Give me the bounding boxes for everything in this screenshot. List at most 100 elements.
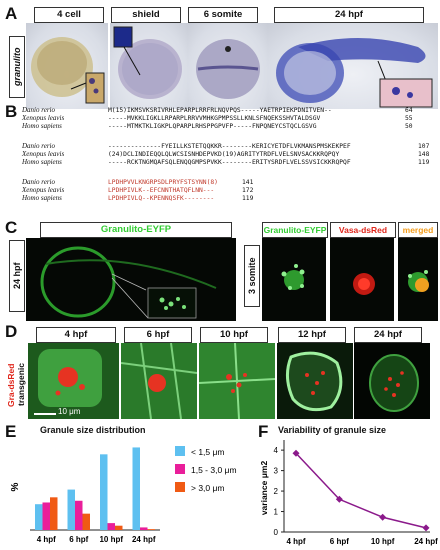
stage-header-6-somite: 6 somite bbox=[188, 7, 258, 23]
species-label: Homo sapiens bbox=[22, 194, 62, 202]
sequence-line: -----MVKKLIGKLLRPARPLRRVVMHKGPMPSSLLKNLS… bbox=[108, 115, 321, 122]
stage-header-10-hpf: 10 hpf bbox=[200, 327, 268, 343]
title-granulito-eyfp-3somite: Granulito-EYFP bbox=[262, 222, 328, 238]
scale-bar-label: 10 μm bbox=[58, 407, 81, 416]
sequence-number: 148 bbox=[418, 151, 430, 158]
chart-f-title: Variability of granule size bbox=[278, 425, 387, 435]
panel-letter-f: F bbox=[258, 422, 269, 441]
fluorescence-image-24hpf bbox=[26, 238, 236, 321]
title-vasa-dsred: Vasa-dsRed bbox=[330, 222, 396, 238]
gene-label: granulito bbox=[9, 36, 25, 98]
y-tick-label: 3 bbox=[274, 467, 279, 476]
bar-4-hpf-series-1 bbox=[42, 502, 50, 530]
embryo-image-4-cell bbox=[26, 23, 108, 109]
transgenic-image-6-hpf bbox=[121, 343, 197, 419]
sequence-number: 172 bbox=[242, 187, 254, 194]
title-merged: merged bbox=[398, 222, 438, 238]
data-point-24-hpf bbox=[422, 524, 430, 532]
x-tick-label: 6 hpf bbox=[330, 537, 349, 546]
bar-24-hpf-series-1 bbox=[140, 527, 148, 530]
sequence-number: 107 bbox=[418, 143, 430, 150]
x-tick-label: 4 hpf bbox=[37, 535, 56, 544]
side-label-3-somite: 3 somite bbox=[244, 245, 260, 307]
bar-4-hpf-series-0 bbox=[35, 504, 43, 530]
stage-header-shield: shield bbox=[111, 7, 181, 23]
y-tick-label: 0 bbox=[274, 528, 279, 537]
legend-label: > 3,0 μm bbox=[191, 483, 224, 493]
chart-e-title: Granule size distribution bbox=[40, 425, 146, 435]
chart-e-granule-size-distribution: % 4 hpf 6 hpf 10 hpf 24 hpf < 1,5 μm 1,5 - 3,0… bbox=[10, 446, 237, 544]
species-label: Homo sapiens bbox=[22, 158, 62, 166]
fluorescence-image-granulito bbox=[262, 238, 326, 321]
side-label-gra-dsred: Gra-dsRed bbox=[6, 363, 16, 407]
sequence-line: --------------FYEILLKSTETQQKKR--------KE… bbox=[108, 143, 351, 150]
sequence-number: 141 bbox=[242, 179, 254, 186]
stage-header-12-hpf: 12 hpf bbox=[278, 327, 346, 343]
transgenic-image-12-hpf bbox=[277, 343, 353, 419]
stage-header-4-cell: 4 cell bbox=[34, 7, 104, 23]
panel-letter-d: D bbox=[5, 322, 18, 341]
sequence-line: LPDHPIVLK--EFCNNTHATQFLNN--- bbox=[108, 187, 215, 194]
bar-10-hpf-series-2 bbox=[115, 525, 123, 530]
bar-6-hpf-series-0 bbox=[67, 489, 75, 530]
sequence-number: 50 bbox=[405, 123, 413, 130]
panel-letter-e: E bbox=[5, 422, 17, 441]
scale-bar bbox=[34, 413, 56, 415]
species-label: Xenopus leavis bbox=[22, 150, 65, 158]
bar-6-hpf-series-2 bbox=[82, 513, 90, 530]
species-label: Danio rerio bbox=[22, 142, 55, 150]
sequence-number: 119 bbox=[418, 159, 430, 166]
species-label: Danio rerio bbox=[22, 178, 55, 186]
species-label: Danio rerio bbox=[22, 106, 55, 114]
data-point-6-hpf bbox=[335, 495, 343, 503]
stage-header-4-hpf: 4 hpf bbox=[36, 327, 116, 343]
sequence-line: LPDHPVVLKNGRPSDLPRYFSTSYNN(8) bbox=[108, 179, 218, 186]
species-label: Xenopus leavis bbox=[22, 114, 65, 122]
data-point-4-hpf bbox=[292, 449, 300, 457]
bar-24-hpf-series-0 bbox=[132, 447, 140, 530]
panel-letter-c: C bbox=[5, 218, 18, 237]
sequence-line: -----MTMKTKLIGKPLQPARPLRHSPPGPVFP-----FN… bbox=[108, 123, 317, 130]
sequence-line: LPDHPIVLQ--KPENNQSFK-------- bbox=[108, 195, 215, 202]
sequence-number: 119 bbox=[242, 195, 254, 202]
legend-swatch bbox=[175, 464, 185, 474]
bar-24-hpf-series-2 bbox=[147, 529, 155, 530]
x-tick-label: 24 hpf bbox=[132, 535, 156, 544]
fluorescence-image-vasa bbox=[330, 238, 394, 321]
y-axis-label: % bbox=[10, 482, 21, 491]
x-tick-label: 4 hpf bbox=[286, 537, 305, 546]
embryo-image-6-somite bbox=[188, 23, 268, 109]
bar-10-hpf-series-1 bbox=[107, 523, 115, 530]
panel-letter-a: A bbox=[5, 4, 18, 23]
bar-6-hpf-series-1 bbox=[75, 500, 83, 530]
stage-header-24-hpf-d: 24 hpf bbox=[354, 327, 422, 343]
y-tick-label: 1 bbox=[274, 508, 279, 517]
chart-f-variability-of-granule-size: 0 1 2 3 4 variance μm2 4 hpf 6 hpf 10 hpf 24 hpf bbox=[259, 440, 438, 546]
stage-header-6-hpf: 6 hpf bbox=[124, 327, 192, 343]
series-line bbox=[295, 452, 427, 529]
transgenic-image-10-hpf bbox=[199, 343, 275, 419]
x-tick-label: 24 hpf bbox=[414, 537, 438, 546]
side-label-24-hpf: 24 hpf bbox=[9, 240, 25, 312]
sequence-line: (24)DCLINDIEQQLQLWCSISNHDEPVKD(19)AGRITY… bbox=[108, 151, 340, 158]
stage-header-24-hpf: 24 hpf bbox=[274, 7, 424, 23]
data-point-10-hpf bbox=[379, 513, 387, 521]
bar-10-hpf-series-0 bbox=[100, 454, 108, 530]
x-tick-label: 6 hpf bbox=[69, 535, 88, 544]
y-tick-label: 4 bbox=[274, 446, 279, 455]
transgenic-image-4-hpf: 10 μm bbox=[28, 343, 119, 419]
embryo-image-shield bbox=[110, 23, 188, 109]
fluorescence-image-merged bbox=[398, 238, 438, 321]
species-label: Homo sapiens bbox=[22, 122, 62, 130]
legend-swatch bbox=[175, 482, 185, 492]
sequence-number: 64 bbox=[405, 107, 413, 114]
embryo-image-24-hpf bbox=[268, 23, 438, 109]
transgenic-image-24-hpf bbox=[354, 343, 430, 419]
y-tick-label: 2 bbox=[274, 487, 279, 496]
y-axis-label: variance μm2 bbox=[259, 461, 269, 516]
bar-4-hpf-series-2 bbox=[50, 497, 58, 530]
sequence-number: 55 bbox=[405, 115, 413, 122]
side-label-transgenic: transgenic bbox=[16, 363, 26, 407]
title-granulito-eyfp-24hpf: Granulito-EYFP bbox=[40, 222, 232, 238]
species-label: Xenopus leavis bbox=[22, 186, 65, 194]
